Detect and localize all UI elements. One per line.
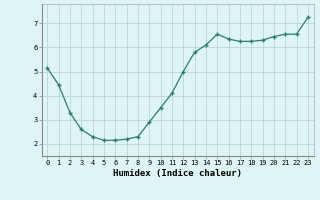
- X-axis label: Humidex (Indice chaleur): Humidex (Indice chaleur): [113, 169, 242, 178]
